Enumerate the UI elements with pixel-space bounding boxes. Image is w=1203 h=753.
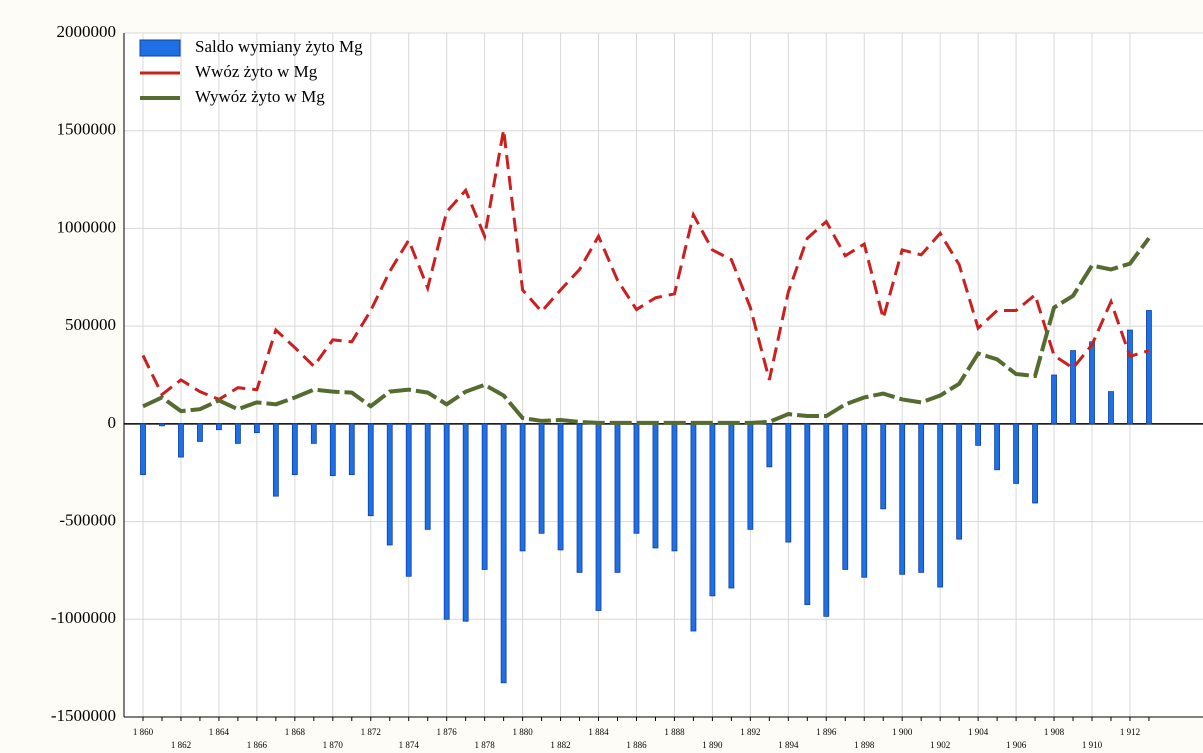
x-tick-label: 1 888: [664, 727, 685, 737]
bar: [576, 423, 583, 573]
x-tick-label: 1 862: [171, 740, 191, 750]
x-tick-label: 1 876: [437, 727, 458, 737]
bar: [823, 423, 830, 617]
bar: [367, 423, 374, 517]
bar: [291, 423, 298, 476]
x-tick-label: 1 866: [247, 740, 268, 750]
x-tick-label: 1 880: [512, 727, 533, 737]
bar: [614, 423, 621, 573]
bar: [937, 423, 944, 588]
bar: [557, 423, 564, 551]
legend-label: Wwóz żyto w Mg: [195, 62, 318, 81]
y-tick-label: -500000: [59, 510, 116, 529]
bar: [747, 423, 754, 530]
bar: [481, 423, 488, 570]
y-tick-label: 2000000: [57, 22, 117, 41]
bar: [975, 423, 982, 446]
x-tick-label: 1 882: [550, 740, 570, 750]
bar: [861, 423, 868, 578]
x-tick-label: 1 872: [361, 727, 381, 737]
bar: [1070, 350, 1076, 425]
bar: [424, 423, 431, 530]
y-tick-label: 0: [108, 413, 117, 432]
bar: [405, 423, 412, 577]
y-tick-label: -1500000: [51, 706, 116, 725]
bar: [197, 423, 203, 442]
bar: [633, 423, 640, 534]
x-tick-label: 1 898: [854, 740, 875, 750]
bar: [918, 423, 925, 573]
legend-label: Wywóz żyto w Mg: [195, 87, 325, 106]
x-tick-label: 1 892: [740, 727, 760, 737]
bar: [880, 423, 887, 510]
plot-area: [124, 33, 1203, 717]
bar: [443, 423, 450, 620]
bar: [348, 423, 355, 476]
bar: [140, 423, 146, 476]
bar: [785, 423, 792, 543]
bar: [1108, 391, 1114, 425]
x-tick-label: 1 886: [626, 740, 647, 750]
x-tick-label: 1 900: [892, 727, 913, 737]
x-tick-label: 1 884: [588, 727, 609, 737]
bar: [671, 423, 678, 552]
bar: [253, 423, 260, 434]
bar: [842, 423, 849, 570]
x-tick-label: 1 906: [1006, 740, 1027, 750]
bar: [310, 423, 317, 444]
y-tick-label: 1500000: [57, 120, 117, 139]
y-tick-label: -1000000: [51, 608, 116, 627]
bar: [329, 423, 336, 477]
x-tick-label: 1 868: [285, 727, 306, 737]
bar: [386, 423, 393, 546]
x-tick-label: 1 890: [702, 740, 723, 750]
bar: [216, 423, 222, 431]
bar: [538, 423, 545, 534]
bar: [1051, 374, 1057, 425]
bar: [1032, 423, 1038, 504]
bar: [652, 423, 659, 549]
x-tick-label: 1 878: [475, 740, 496, 750]
bar: [500, 423, 507, 684]
x-tick-label: 1 910: [1082, 740, 1103, 750]
bar: [994, 423, 1000, 471]
bar: [234, 423, 241, 444]
x-tick-label: 1 896: [816, 727, 837, 737]
bar: [709, 423, 716, 597]
x-tick-label: 1 874: [399, 740, 420, 750]
bar: [462, 423, 469, 622]
bar: [595, 423, 602, 611]
y-tick-label: 1000000: [57, 217, 117, 236]
bar: [159, 423, 165, 427]
x-tick-label: 1 912: [1120, 727, 1140, 737]
bar: [1127, 329, 1133, 425]
x-tick-label: 1 860: [133, 727, 154, 737]
x-tick-label: 1 870: [323, 740, 344, 750]
x-tick-label: 1 894: [778, 740, 799, 750]
bar: [804, 423, 811, 606]
x-tick-label: 1 904: [968, 727, 989, 737]
x-tick-label: 1 908: [1044, 727, 1065, 737]
bar: [1013, 423, 1019, 484]
legend-swatch: [139, 39, 181, 57]
line: [141, 129, 1150, 402]
bar: [956, 423, 963, 540]
line: [142, 237, 1151, 425]
bar: [519, 423, 526, 552]
bar: [690, 423, 697, 632]
x-tick-label: 1 902: [930, 740, 950, 750]
bar: [1146, 310, 1152, 425]
bar: [766, 423, 773, 468]
x-tick-label: 1 864: [209, 727, 230, 737]
bar: [1089, 341, 1095, 425]
bar: [899, 423, 906, 575]
bar: [178, 423, 184, 458]
legend-label: Saldo wymiany żyto Mg: [195, 37, 363, 56]
bar: [272, 423, 279, 497]
bar: [728, 423, 735, 589]
y-tick-label: 500000: [65, 315, 116, 334]
